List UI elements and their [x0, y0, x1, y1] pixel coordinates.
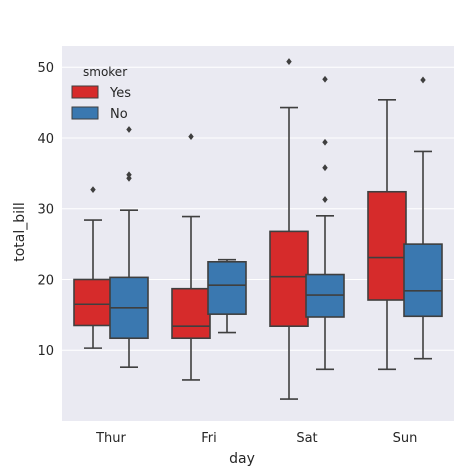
x-tick-label: Sat	[296, 431, 317, 446]
legend-swatch-yes	[71, 85, 99, 99]
legend-title: smoker	[83, 65, 127, 79]
outlier-point	[322, 138, 328, 146]
box-no	[403, 243, 443, 318]
x-tick-label: Fri	[201, 431, 217, 446]
y-tick-label: 40	[37, 132, 54, 147]
y-axis-title: total_bill	[12, 202, 28, 262]
x-axis-title: day	[229, 451, 255, 467]
outlier-point	[420, 76, 426, 84]
legend-swatch-no	[71, 106, 99, 120]
y-tick-label: 30	[37, 203, 54, 218]
box-group-yes-thur	[73, 112, 113, 349]
legend-label-yes: Yes	[109, 86, 131, 101]
boxes	[73, 58, 443, 400]
box-group-yes-sun	[367, 98, 407, 371]
y-tick-label: 20	[37, 273, 54, 288]
outlier-point	[126, 126, 132, 133]
y-tick-label: 10	[37, 344, 54, 359]
legend: smoker Yes No	[71, 65, 131, 122]
box-group-no-sun	[403, 76, 443, 360]
outlier-point	[90, 186, 96, 194]
box-yes	[269, 230, 309, 327]
y-axis-ticks: 10 20 30 40 50	[37, 61, 54, 359]
outlier-point	[322, 75, 328, 83]
box-yes	[367, 190, 407, 301]
box-group-no-sat	[305, 75, 345, 371]
x-tick-label: Sun	[393, 431, 418, 446]
box-group-yes-sat	[269, 58, 309, 400]
box-yes	[171, 287, 211, 340]
outlier-point	[322, 164, 328, 172]
box-yes	[73, 278, 113, 327]
outlier-point	[126, 171, 132, 179]
box-group-yes-fri	[171, 133, 211, 381]
outlier-point	[188, 133, 194, 140]
x-axis-ticks: Thur Fri Sat Sun	[95, 431, 417, 446]
x-tick-label: Thur	[95, 431, 126, 446]
box-group-no-fri	[207, 258, 247, 334]
legend-label-no: No	[110, 107, 128, 122]
box-no	[207, 261, 247, 315]
outlier-point	[286, 58, 292, 65]
outlier-point	[126, 174, 132, 182]
box-group-no-thur	[109, 126, 149, 369]
outlier-point	[322, 196, 328, 203]
y-tick-label: 50	[37, 61, 54, 76]
